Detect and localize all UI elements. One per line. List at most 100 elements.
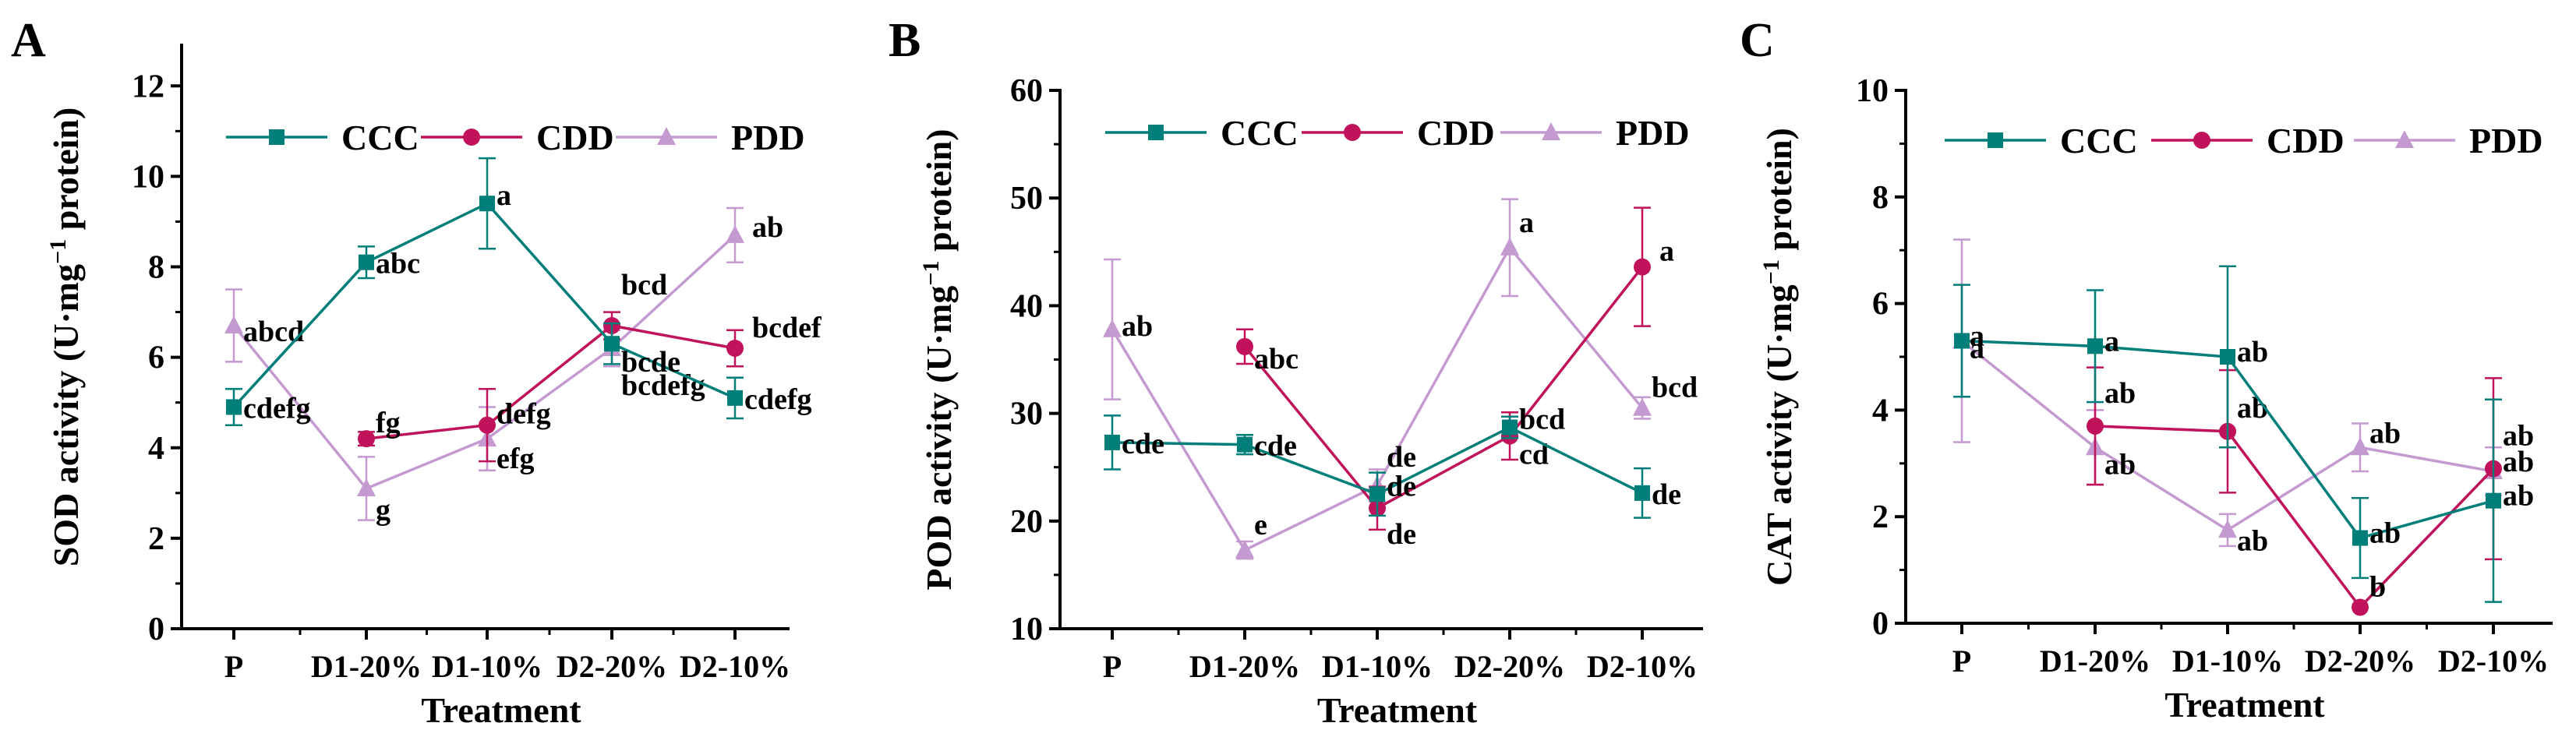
legend-label: CDD	[1417, 113, 1495, 153]
significance-label: ab	[2104, 377, 2136, 410]
y-tick-label: 4	[1872, 393, 1889, 428]
legend-item-cdd: CDD	[1302, 113, 1495, 153]
panel-b-pod: B POD activity (U·mg−1 protein) Treatmen…	[889, 14, 1703, 730]
data-point-triangle	[726, 224, 744, 243]
y-tick-label: 50	[1010, 181, 1043, 217]
x-tick-label: D2-20%	[2305, 644, 2415, 679]
legend: CCC CDD PDD	[1945, 121, 2543, 160]
significance-label: b	[2369, 570, 2386, 603]
data-point-square	[2087, 338, 2103, 354]
series-line-cdd	[2094, 425, 2495, 610]
data-point-circle	[479, 416, 496, 434]
data-point-triangle	[357, 478, 376, 497]
significance-label: abc	[376, 248, 420, 280]
data-point-circle	[358, 430, 375, 448]
x-tick-label: D2-10%	[1587, 649, 1698, 684]
y-tick-label: 0	[148, 612, 164, 647]
legend-label: CCC	[341, 118, 419, 157]
significance-label: de	[1387, 518, 1416, 551]
series-cdd: ab ab b ab	[2087, 366, 2534, 616]
significance-label: a	[1659, 235, 1674, 268]
significance-label: cdefg	[744, 383, 812, 416]
legend-marker-square	[1148, 125, 1164, 140]
x-tick-label: P	[1952, 644, 1971, 679]
legend-label: CCC	[2060, 121, 2138, 160]
legend-marker-triangle	[657, 127, 676, 145]
y-title-text-end: protein)	[1759, 128, 1799, 259]
y-tick-label: 30	[1010, 397, 1043, 432]
significance-label: ab	[2104, 448, 2136, 481]
y-tick-label: 6	[148, 340, 164, 376]
data-point-triangle	[2351, 437, 2369, 456]
legend-item-pdd: PDD	[2354, 121, 2543, 160]
legend-marker-square	[269, 129, 284, 145]
data-point-square	[1237, 436, 1253, 453]
legend-label: PDD	[731, 118, 805, 157]
data-point-circle	[2352, 598, 2369, 616]
y-title-text: CAT activity (U·mg	[1759, 284, 1799, 586]
data-point-square	[2220, 349, 2235, 365]
data-point-square	[1954, 333, 1970, 349]
y-axis-title: POD activity (U·mg−1 protein)	[918, 129, 959, 590]
legend-item-ccc: CCC	[226, 118, 419, 157]
x-axis-title: Treatment	[1317, 690, 1478, 730]
data-point-square	[604, 336, 620, 352]
x-tick-label: D2-10%	[2438, 644, 2549, 679]
series-pdd: ab e de a bcd	[1103, 198, 1698, 560]
y-title-text: SOD activity (U·mg	[46, 264, 86, 566]
significance-label: fg	[376, 407, 401, 439]
legend-label: PDD	[2469, 121, 2543, 160]
data-point-square	[479, 196, 495, 212]
data-point-square	[2486, 492, 2501, 509]
significance-label: cde	[1122, 428, 1164, 460]
significance-label: ab	[2503, 480, 2534, 513]
y-title-text-end: protein)	[46, 108, 86, 239]
legend-marker-square	[1988, 132, 2003, 148]
significance-label: cdefg	[243, 392, 311, 425]
x-tick-label: D1-20%	[2040, 644, 2150, 679]
data-point-circle	[1634, 258, 1651, 276]
panel-a-sod: A SOD activity (U·mg−1 protein) Treatmen…	[11, 14, 822, 730]
significance-label: a	[2104, 325, 2119, 358]
significance-label: ab	[2237, 392, 2268, 425]
legend-marker-circle	[1344, 124, 1361, 141]
legend-marker-triangle	[2395, 130, 2414, 148]
significance-label: ab	[1122, 310, 1153, 343]
series-pdd: a ab ab ab ab	[1952, 238, 2534, 557]
y-axis-title: CAT activity (U·mg−1 protein)	[1758, 128, 1800, 586]
data-point-triangle	[1633, 397, 1652, 416]
x-tick-label: D1-10%	[1322, 649, 1433, 684]
data-point-square	[226, 399, 242, 415]
x-axis-title: Treatment	[421, 690, 581, 730]
significance-label: de	[1387, 470, 1416, 503]
significance-label: bcd	[621, 269, 667, 302]
legend-item-pdd: PDD	[1500, 113, 1690, 153]
legend-marker-triangle	[1542, 122, 1560, 140]
legend-label: CDD	[2267, 121, 2345, 160]
series-line-cdd	[366, 324, 736, 440]
significance-label: ab	[2369, 417, 2401, 450]
y-tick-label: 6	[1872, 287, 1889, 323]
legend-marker-circle	[2193, 132, 2210, 149]
y-tick-label: 0	[1872, 606, 1889, 642]
significance-label: efg	[496, 443, 535, 475]
y-tick-label: 40	[1010, 288, 1043, 324]
significance-label: ab	[2503, 420, 2534, 453]
axes: 0 2 4 6 8 10 12 P D1-20% D1-10% D2-20% D2-10%	[132, 44, 790, 684]
significance-label: de	[1652, 478, 1681, 511]
legend-item-ccc: CCC	[1105, 113, 1299, 153]
significance-label: abc	[1254, 343, 1299, 376]
data-point-square	[359, 254, 374, 270]
significance-label: de	[1387, 441, 1416, 474]
data-point-triangle	[1235, 540, 1254, 559]
significance-label: e	[1254, 509, 1267, 541]
axes: 10 20 30 40 50 60 P D1-20% D1-10% D2-20% D2-10%	[1010, 73, 1703, 684]
axes: 0 2 4 6 8 10 P D1-20% D1-10% D2-20% D2-10%	[1856, 73, 2553, 679]
y-tick-label: 2	[1872, 499, 1889, 535]
series-cdd: fg defg bcd bcdef	[358, 269, 822, 463]
series-ccc: cde cde de bcd de	[1104, 404, 1681, 519]
x-tick-label: D2-20%	[1454, 649, 1565, 684]
data-point-square	[727, 390, 743, 406]
